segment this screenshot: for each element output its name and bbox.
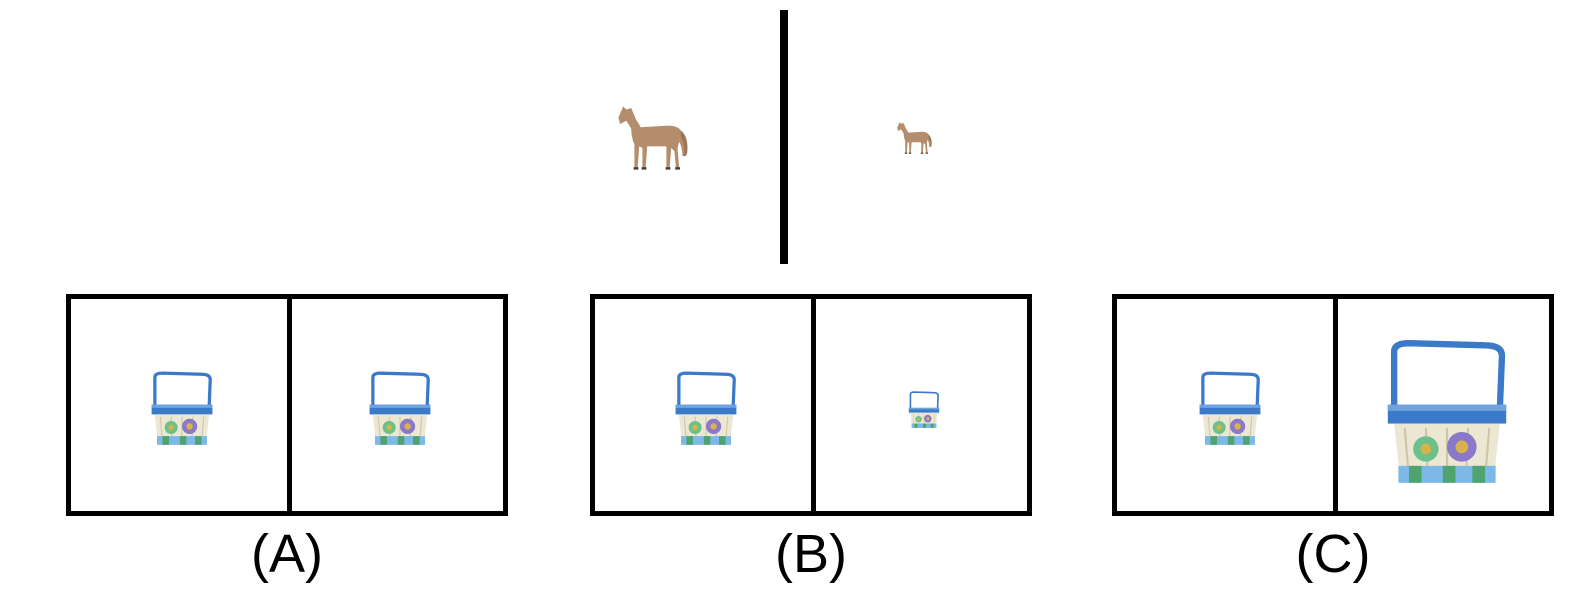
- option-a-right-basket: [367, 371, 433, 447]
- option-b-left-basket: [673, 371, 739, 447]
- basket-icon: [907, 391, 941, 429]
- reference-horse-large: [612, 100, 692, 172]
- option-b-right-basket: [907, 391, 941, 429]
- option-a-left-basket: [149, 371, 215, 447]
- basket-icon: [367, 371, 433, 447]
- horse-icon: [893, 119, 935, 155]
- option-c-right-basket: [1383, 339, 1511, 487]
- option-a-panel[interactable]: [66, 294, 508, 516]
- reference-horse-small: [893, 119, 935, 155]
- option-b-label: (B): [775, 524, 847, 584]
- panel-divider: [811, 299, 816, 511]
- option-c-left-basket: [1197, 371, 1263, 447]
- basket-icon: [673, 371, 739, 447]
- basket-icon: [149, 371, 215, 447]
- option-c-label: (C): [1295, 524, 1371, 584]
- option-a-label: (A): [251, 524, 323, 584]
- reference-divider: [780, 10, 788, 264]
- panel-divider: [1333, 299, 1338, 511]
- option-b-panel[interactable]: [590, 294, 1032, 516]
- option-c-panel[interactable]: [1112, 294, 1554, 516]
- basket-icon: [1383, 339, 1511, 487]
- basket-icon: [1197, 371, 1263, 447]
- horse-icon: [612, 100, 692, 172]
- panel-divider: [287, 299, 292, 511]
